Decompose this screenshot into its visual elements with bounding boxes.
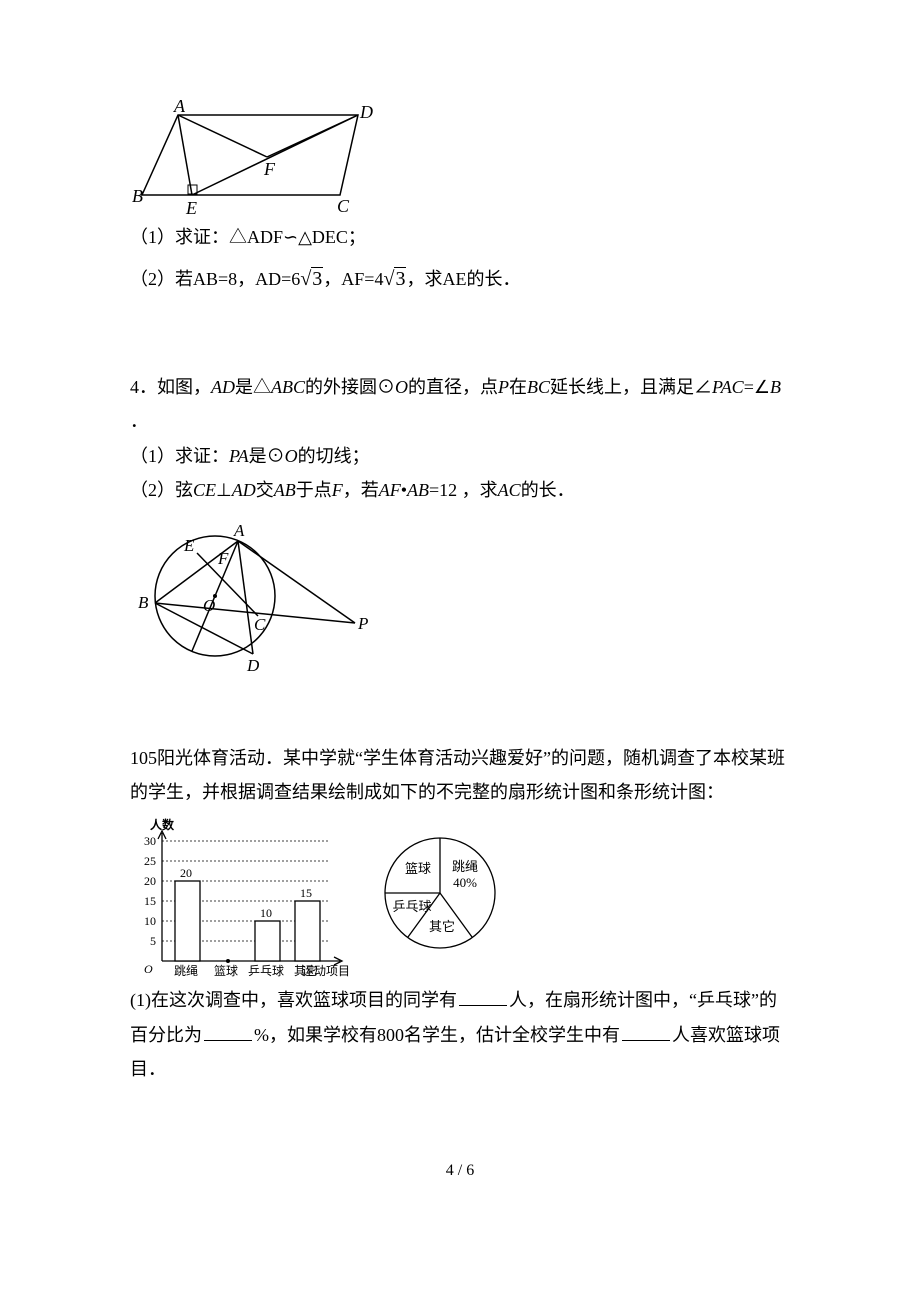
svg-text:P: P — [357, 614, 368, 633]
svg-text:C: C — [254, 615, 266, 634]
svg-text:E: E — [183, 536, 195, 555]
label-f: F — [263, 159, 276, 179]
q4-part2: （2）弦CE⊥AD交AB于点F，若AF•AB=12 ，求AC的长． — [130, 473, 790, 507]
q4-dot: ． — [130, 404, 790, 438]
svg-text:20: 20 — [144, 874, 156, 888]
circle-figure: A B C D E F O P — [130, 511, 380, 681]
svg-text:40%: 40% — [453, 875, 477, 890]
svg-text:15: 15 — [300, 886, 312, 900]
svg-text:F: F — [217, 549, 229, 568]
q4-intro: 4．如图，AD是△ABC的外接圆⊙O的直径，点P在BC延长线上，且满足∠PAC=… — [130, 370, 790, 404]
svg-text:15: 15 — [144, 894, 156, 908]
svg-text:乒乓球: 乒乓球 — [392, 899, 431, 914]
svg-text:5: 5 — [150, 934, 156, 948]
label-b: B — [132, 186, 143, 206]
svg-text:篮球: 篮球 — [405, 861, 431, 876]
svg-text:20: 20 — [180, 866, 192, 880]
svg-text:B: B — [138, 593, 149, 612]
q3-part2: （2）若AB=8，AD=6√3，AF=4√3，求AE的长． — [130, 262, 790, 300]
svg-text:10: 10 — [144, 914, 156, 928]
svg-text:10: 10 — [260, 906, 272, 920]
svg-text:A: A — [233, 521, 245, 540]
q3-part1: （1）求证：△ADF∽△DEC； — [130, 220, 790, 254]
svg-text:O: O — [144, 962, 153, 976]
svg-text:其它: 其它 — [429, 919, 455, 934]
q5-para: 105阳光体育活动．某中学就“学生体育活动兴趣爱好”的问题，随机调查了本校某班的… — [130, 741, 790, 809]
svg-text:乒乓球: 乒乓球 — [248, 964, 284, 978]
svg-text:跳绳: 跳绳 — [452, 859, 478, 874]
label-d: D — [359, 102, 373, 122]
svg-text:篮球: 篮球 — [214, 963, 238, 978]
label-c: C — [337, 196, 350, 216]
svg-text:25: 25 — [144, 854, 156, 868]
parallelogram-figure: A D B C E F — [130, 100, 390, 220]
label-a: A — [173, 100, 186, 116]
label-e: E — [185, 198, 197, 218]
charts-row: 30 25 20 15 10 5 人数 运动项目 跳绳 篮球 乒乓球 其它 20… — [130, 813, 790, 983]
svg-text:D: D — [246, 656, 260, 675]
page-footer: 4 / 6 — [130, 1156, 790, 1186]
q4-part1: （1）求证：PA是⊙O的切线； — [130, 439, 790, 473]
svg-text:O: O — [203, 596, 215, 615]
q5-fill: (1)在这次调查中，喜欢篮球项目的同学有人，在扇形统计图中，“乒乓球”的百分比为… — [130, 983, 790, 1086]
svg-text:人数: 人数 — [150, 817, 175, 832]
svg-text:跳绳: 跳绳 — [174, 964, 198, 978]
svg-text:其它: 其它 — [294, 963, 318, 978]
svg-text:30: 30 — [144, 834, 156, 848]
